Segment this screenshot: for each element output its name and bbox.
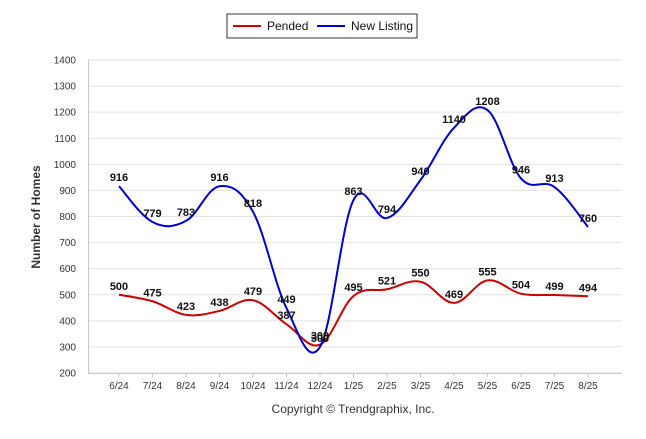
legend-label-new-listing: New Listing	[351, 19, 413, 33]
data-label-pended: 550	[411, 268, 429, 280]
data-label-new-listing: 783	[177, 207, 195, 219]
data-label-new-listing: 1140	[442, 114, 466, 126]
data-label-pended: 494	[579, 282, 598, 294]
x-tick-label: 8/24	[176, 381, 196, 392]
data-label-new-listing: 916	[210, 172, 228, 184]
data-label-new-listing: 863	[344, 186, 362, 198]
axes: 200 300 400 500 600 700 800 900 1000 1100 1200 1300…	[54, 56, 622, 392]
data-label-new-listing: 916	[110, 172, 128, 184]
data-label-pended: 475	[143, 287, 161, 299]
y-tick-label: 700	[59, 238, 76, 249]
data-label-pended: 499	[545, 281, 563, 293]
x-tick-label: 8/25	[578, 381, 598, 392]
x-tick-label: 5/25	[478, 381, 498, 392]
x-tick-label: 2/25	[377, 381, 397, 392]
x-tick-label: 7/25	[545, 381, 565, 392]
y-tick-label: 900	[59, 186, 76, 197]
y-tick-label: 1300	[54, 82, 77, 93]
y-tick-label: 1100	[54, 134, 76, 145]
data-label-new-listing: 940	[411, 166, 429, 178]
x-tick-label: 9/24	[210, 381, 230, 392]
data-label-new-listing: 449	[277, 294, 295, 306]
x-tick-label: 1/25	[344, 381, 364, 392]
data-labels: 500 475 423 438 479 387 309 495 521 550 469 555 504 4…	[110, 96, 598, 345]
data-label-new-listing: 300	[311, 333, 329, 345]
data-label-pended: 479	[244, 286, 262, 298]
x-tick-label: 10/24	[240, 381, 265, 392]
y-tick-label: 1200	[54, 108, 77, 119]
x-tick-label: 4/25	[444, 381, 464, 392]
data-label-new-listing: 946	[512, 164, 530, 176]
data-label-pended: 309	[311, 331, 329, 343]
data-label-pended: 521	[378, 275, 396, 287]
data-label-new-listing: 913	[545, 173, 563, 185]
data-label-pended: 504	[512, 280, 531, 292]
y-tick-label: 200	[59, 369, 76, 380]
y-tick-label: 400	[59, 316, 76, 327]
data-label-new-listing: 760	[579, 213, 597, 225]
gridlines	[88, 59, 622, 374]
legend: Pended New Listing	[226, 13, 418, 39]
y-tick-label: 500	[59, 290, 76, 301]
data-label-pended: 438	[210, 297, 228, 309]
x-tick-label: 7/24	[143, 381, 163, 392]
x-tick-label: 6/25	[511, 381, 531, 392]
data-label-pended: 500	[110, 281, 128, 293]
x-tick-label: 3/25	[411, 381, 431, 392]
copyright-text: Copyright © Trendgraphix, Inc.	[272, 402, 435, 416]
legend-label-pended: Pended	[267, 19, 308, 33]
x-tick-label: 12/24	[307, 381, 332, 392]
data-label-pended: 469	[445, 289, 463, 301]
y-tick-label: 600	[59, 264, 76, 275]
data-label-new-listing: 1208	[475, 96, 499, 108]
data-label-pended: 495	[344, 282, 362, 294]
series-lines	[118, 106, 589, 354]
data-label-pended: 555	[478, 266, 496, 278]
y-axis-title: Number of Homes	[29, 165, 43, 269]
series-line-pended	[118, 279, 589, 347]
x-tick-label: 6/24	[109, 381, 129, 392]
x-tick-label: 11/24	[274, 381, 299, 392]
y-tick-label: 1400	[54, 56, 77, 67]
data-label-new-listing: 794	[378, 204, 397, 216]
data-label-new-listing: 779	[143, 208, 161, 220]
data-label-pended: 423	[177, 301, 195, 313]
data-label-pended: 387	[277, 310, 295, 322]
y-tick-label: 800	[59, 212, 76, 223]
y-tick-label: 300	[59, 342, 76, 353]
y-tick-label: 1000	[54, 160, 77, 171]
series-line-new-listing	[118, 106, 589, 354]
data-label-new-listing: 818	[244, 198, 262, 210]
